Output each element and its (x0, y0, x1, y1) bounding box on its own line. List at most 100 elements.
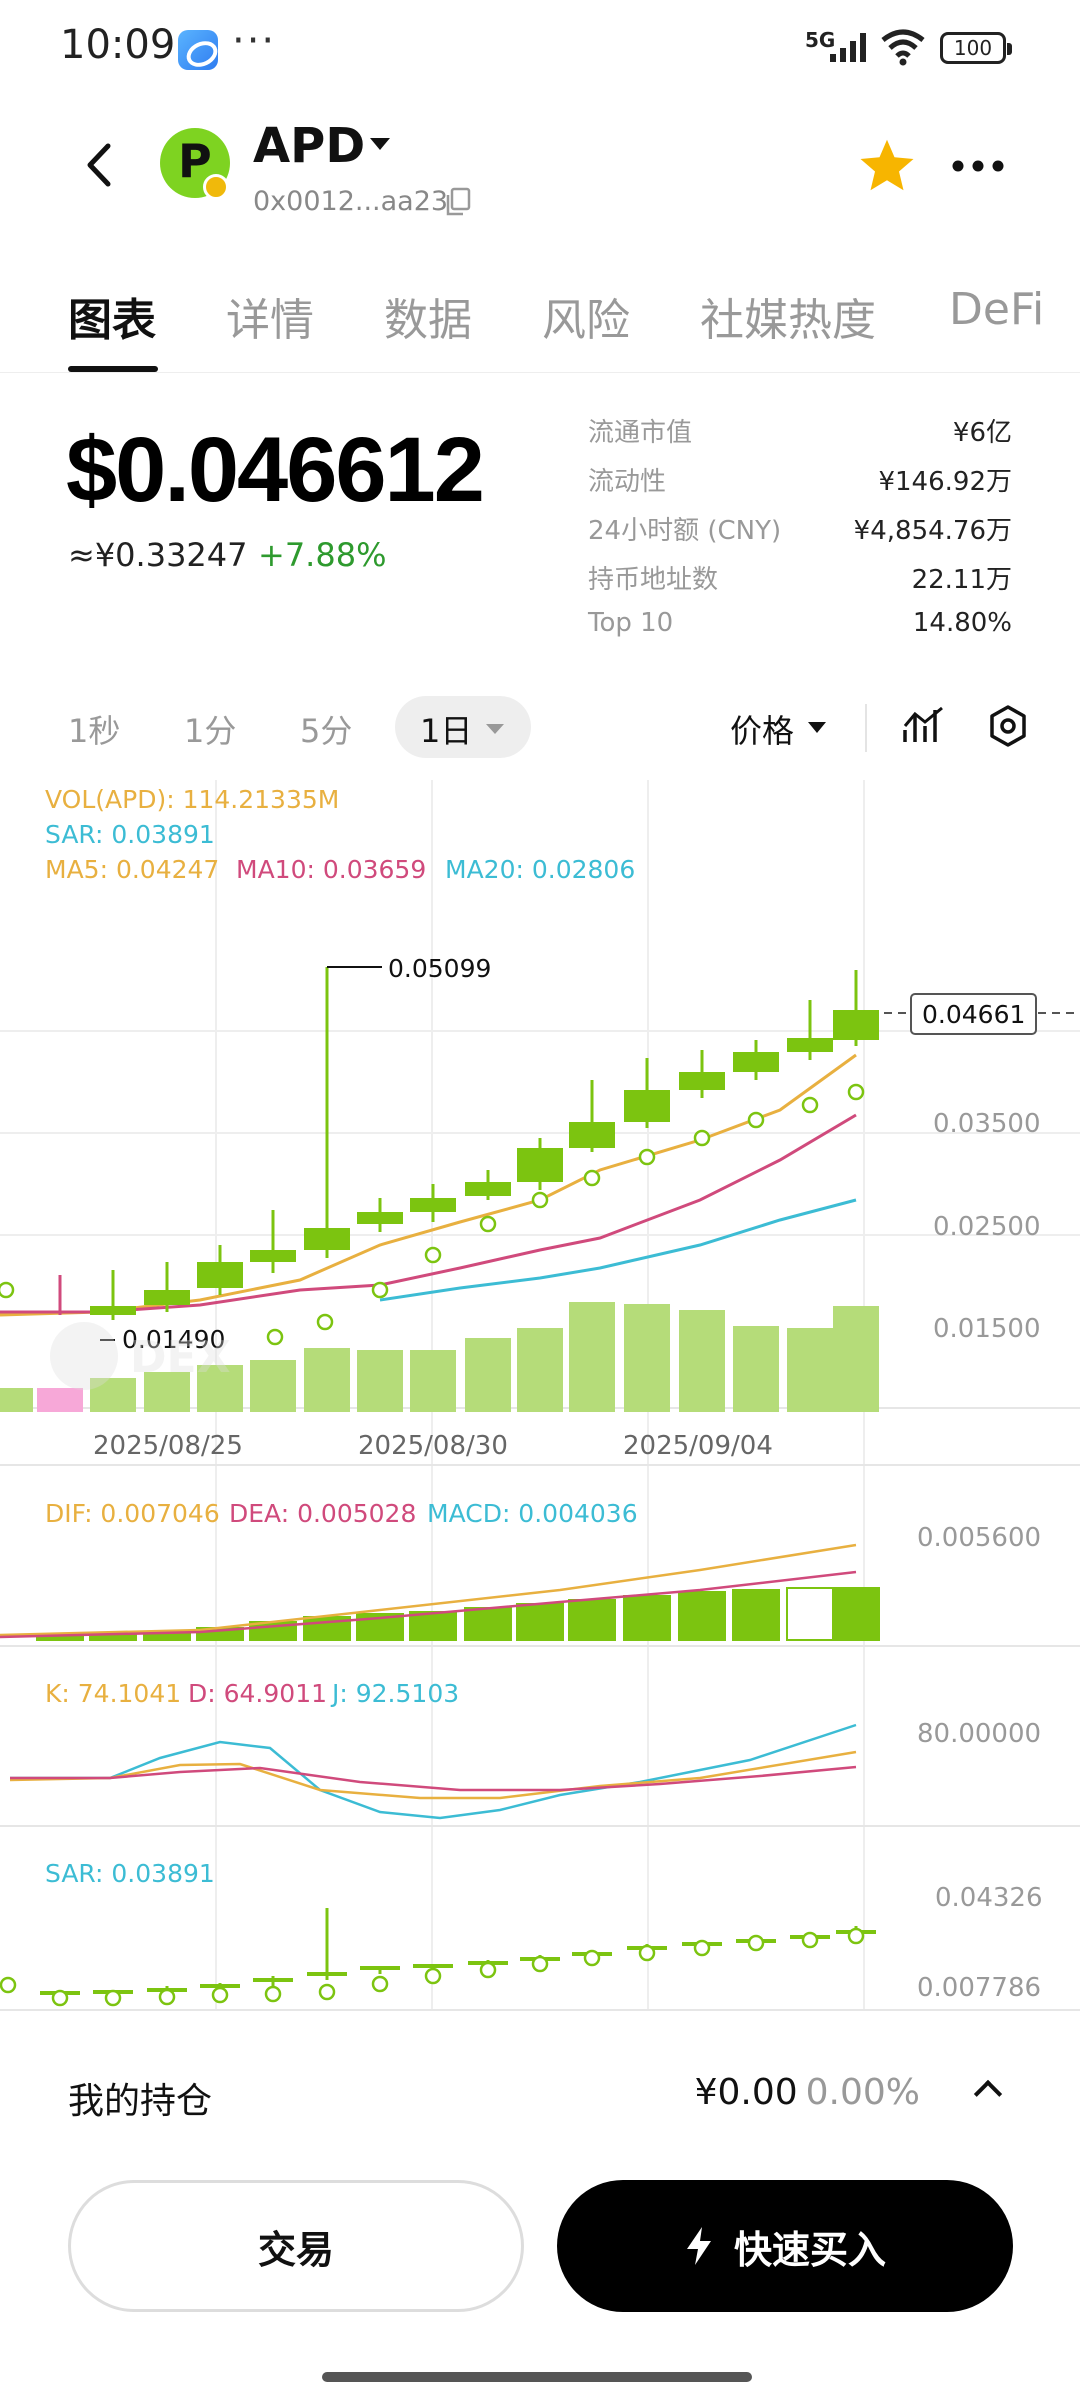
chevron-up-icon[interactable] (973, 2079, 1003, 2109)
sar-panel-dot (158, 1988, 176, 2006)
stat-label-holders: 持币地址数 (588, 565, 719, 595)
candle-body (410, 1198, 456, 1212)
chart-grid (0, 780, 1080, 2011)
ma10-label: MA10: 0.03659 (236, 855, 426, 884)
kdj-d-label: D: 64.9011 (188, 1679, 327, 1708)
trade-button[interactable]: 交易 (68, 2180, 524, 2312)
macd-dif-line (0, 1543, 857, 1637)
dex-watermark: DEX (50, 1322, 231, 1390)
candle-body (250, 1250, 296, 1262)
toolbar-divider (865, 704, 867, 752)
sar-panel-dot (318, 1983, 336, 2001)
ma20-label: MA20: 0.02806 (445, 855, 635, 884)
volume-bar (0, 1388, 33, 1412)
volume-bar (410, 1350, 456, 1412)
volume-bar (787, 1328, 833, 1412)
volume-bar (90, 1378, 136, 1412)
indicator-icon[interactable] (902, 706, 946, 746)
x-tick-label: 2025/09/04 (623, 1431, 773, 1461)
y-tick-label: 0.01500 (933, 1314, 1041, 1344)
price-usd: $0.046612 (66, 419, 485, 521)
copy-icon[interactable] (444, 187, 472, 217)
price-change: +7.88% (258, 536, 387, 574)
tab-chart[interactable]: 图表 (68, 295, 156, 346)
volume-bar (357, 1350, 403, 1412)
timeframe-1d[interactable]: 1日 (420, 712, 473, 750)
candle-body (465, 1182, 511, 1196)
back-icon[interactable] (84, 142, 114, 188)
tab-risk[interactable]: 风险 (542, 295, 630, 346)
star-icon[interactable] (856, 136, 918, 196)
macd-bar (516, 1603, 564, 1641)
price-type-dropdown-icon[interactable] (808, 722, 826, 733)
ma20-line (379, 1198, 857, 1302)
macd-bar (36, 1636, 84, 1641)
stat-label-24h-volume: 24小时额 (CNY) (588, 516, 782, 546)
kdj-panel (9, 1723, 857, 1820)
sar-dot (531, 1191, 549, 1209)
timeframe-5m[interactable]: 5分 (300, 712, 353, 750)
current-price-value: 0.04661 (922, 1000, 1025, 1029)
volume-bar (197, 1365, 243, 1412)
sar-panel-dot (371, 1975, 389, 1993)
timeframe-1d-pill[interactable] (395, 696, 531, 758)
timeframe-1s[interactable]: 1秒 (68, 712, 121, 750)
macd-bar (409, 1611, 457, 1641)
kdj-tick: 80.00000 (917, 1719, 1041, 1749)
sar-dot (424, 1246, 442, 1264)
tab-data[interactable]: 数据 (384, 295, 472, 346)
volume-bar (37, 1388, 83, 1412)
sar-dot (479, 1215, 497, 1233)
stat-label-top10: Top 10 (588, 608, 674, 638)
sar-panel-dot (51, 1989, 69, 2007)
candle-body (833, 1010, 879, 1040)
volume-bar (569, 1302, 615, 1412)
quick-buy-button[interactable]: 快速买入 (557, 2180, 1013, 2312)
settings-icon[interactable] (986, 704, 1030, 748)
x-tick-label: 2025/08/25 (93, 1431, 243, 1461)
volume-bars (0, 1302, 879, 1412)
volume-bar (679, 1310, 725, 1412)
stat-value-24h-volume: ¥4,854.76万 (853, 516, 1012, 546)
sar2-label: SAR: 0.03891 (45, 1859, 215, 1888)
sar-panel-dot (847, 1927, 865, 1945)
macd-bar (568, 1599, 616, 1641)
price-chart[interactable]: VOL(APD): 114.21335M SAR: 0.03891 MA5: 0… (0, 775, 1080, 2035)
network-type: 5G (805, 28, 836, 52)
sar-panel-dot (0, 1976, 17, 1994)
high-marker: 0.05099 (388, 954, 491, 983)
status-time: 10:09 (60, 22, 176, 68)
token-symbol[interactable]: APD (253, 118, 366, 174)
tab-defi[interactable]: DeFi (949, 284, 1045, 335)
timeframe-1m[interactable]: 1分 (184, 712, 237, 750)
more-icon[interactable] (950, 158, 1006, 174)
kdj-d-line (10, 1765, 857, 1792)
timeframe-dropdown-icon[interactable] (486, 724, 504, 734)
sar-dot (316, 1313, 334, 1331)
sar-dot (747, 1111, 765, 1129)
tab-social[interactable]: 社媒热度 (700, 295, 876, 346)
sar-panel-dot (638, 1944, 656, 1962)
volume-bar (304, 1348, 350, 1412)
kdj-j-label: J: 92.5103 (330, 1679, 459, 1708)
sar-candle-body (360, 1966, 400, 1970)
candle-body (733, 1052, 779, 1072)
symbol-dropdown-icon[interactable] (370, 138, 390, 150)
price-type-select[interactable]: 价格 (730, 712, 795, 750)
candle-body (357, 1212, 403, 1224)
macd-dea-label: DEA: 0.005028 (229, 1499, 416, 1528)
volume-label: VOL(APD): 114.21335M (45, 785, 339, 814)
y-tick-label: 0.03500 (933, 1109, 1041, 1139)
holdings-value: ¥0.00 0.00% (695, 2072, 920, 2113)
volume-bar (733, 1326, 779, 1412)
stat-value-liquidity: ¥146.92万 (878, 467, 1012, 497)
stat-label-market-cap: 流通市值 (588, 418, 693, 448)
macd-value-label: MACD: 0.004036 (427, 1499, 638, 1528)
sar-dot (583, 1169, 601, 1187)
ma10-line (0, 1113, 857, 1314)
sar-panel-dot (693, 1939, 711, 1957)
tab-details[interactable]: 详情 (226, 295, 314, 346)
sar2-tick: 0.007786 (917, 1973, 1041, 2003)
volume-bar (517, 1328, 563, 1412)
candle-body (569, 1122, 615, 1148)
